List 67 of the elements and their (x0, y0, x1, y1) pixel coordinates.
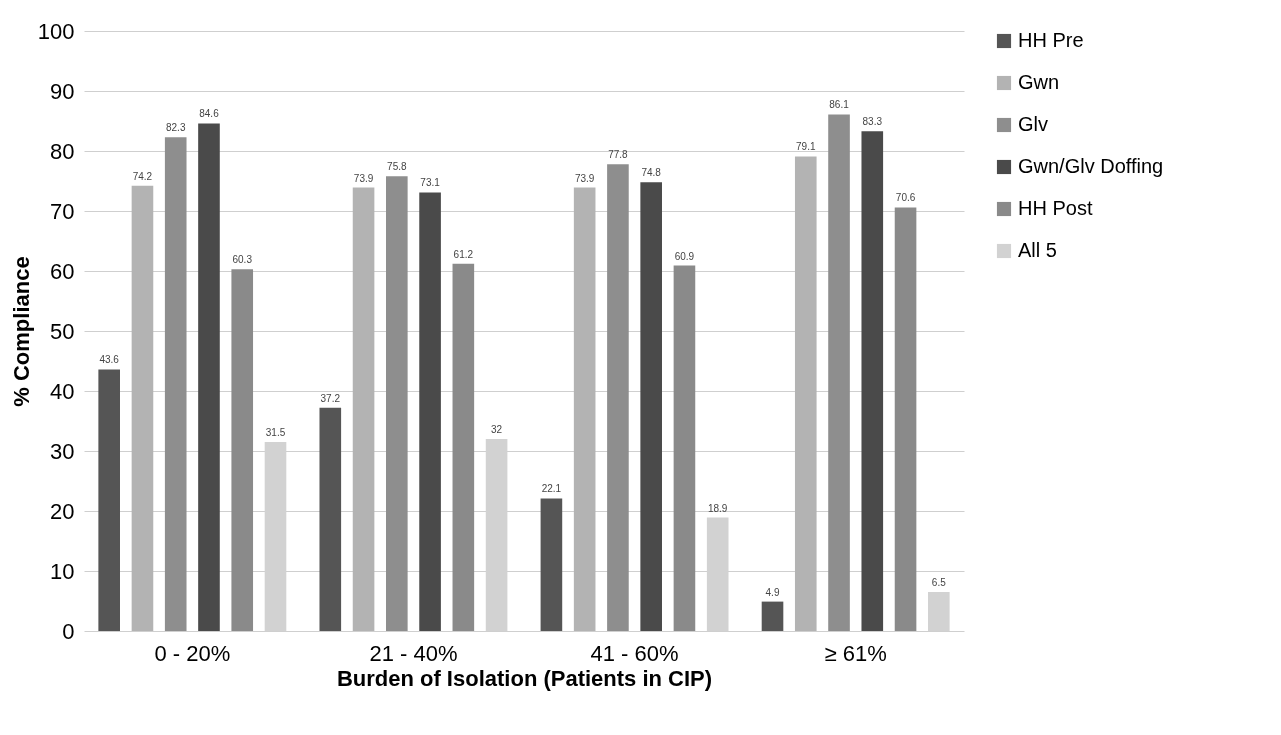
bar (607, 164, 629, 631)
legend-label: All 5 (1018, 239, 1057, 261)
y-tick-label: 90 (50, 78, 75, 104)
data-label: 18.9 (707, 502, 728, 514)
bar (673, 265, 696, 631)
y-tick-label: 60 (50, 258, 75, 284)
bar (640, 182, 662, 631)
data-label: 84.6 (199, 108, 220, 120)
data-label: 43.6 (99, 354, 120, 366)
data-label: 22.1 (541, 483, 562, 495)
y-tick-label: 100 (37, 18, 75, 44)
x-tick-label: 0 - 20% (154, 640, 231, 666)
y-tick-label: 0 (62, 618, 75, 644)
data-label: 74.8 (641, 167, 662, 179)
bar (419, 192, 441, 631)
x-tick-label: ≥ 61% (824, 640, 887, 666)
y-tick-label: 30 (50, 438, 75, 464)
data-label: 74.2 (132, 170, 153, 182)
bar (319, 407, 342, 631)
bar (761, 601, 784, 631)
bar (573, 187, 596, 631)
legend-label: Glv (1018, 113, 1048, 135)
bar (231, 269, 254, 631)
y-axis-title: % Compliance (8, 256, 34, 407)
bar (452, 263, 475, 631)
data-label: 60.3 (232, 254, 253, 266)
legend-label: HH Post (1018, 197, 1093, 219)
y-tick-label: 80 (50, 138, 75, 164)
bar (98, 369, 120, 631)
data-label: 82.3 (165, 122, 186, 134)
data-label: 31.5 (265, 427, 286, 438)
data-label: 37.2 (320, 392, 341, 404)
x-axis-title: Burden of Isolation (Patients in CIP) (336, 665, 713, 691)
bar (861, 131, 884, 631)
bar (164, 137, 187, 631)
bar (131, 185, 154, 631)
data-label: 4.9 (765, 586, 780, 598)
data-label: 6.5 (931, 577, 947, 588)
y-tick-label: 20 (50, 498, 75, 524)
bar (894, 207, 917, 631)
y-tick-label: 50 (50, 318, 75, 344)
data-label: 73.9 (574, 172, 595, 184)
data-label: 77.8 (608, 149, 629, 161)
legend-label: HH Pre (1018, 29, 1084, 51)
bar (540, 498, 563, 631)
bar (352, 187, 375, 631)
y-tick-label: 70 (50, 198, 75, 224)
bar (794, 156, 817, 631)
data-label: 61.2 (453, 248, 474, 260)
data-label: 75.8 (387, 161, 407, 173)
bar (828, 114, 850, 631)
data-label: 79.1 (796, 141, 816, 153)
data-label: 73.1 (420, 177, 441, 189)
legend-label: Gwn/Glv Doffing (1018, 155, 1164, 177)
x-tick-label: 41 - 60% (590, 640, 679, 666)
data-label: 70.6 (895, 192, 916, 204)
x-tick-label: 21 - 40% (369, 640, 458, 666)
data-label: 32 (491, 424, 503, 435)
data-label: 86.1 (829, 99, 850, 111)
data-label: 83.3 (862, 116, 883, 128)
bar (198, 123, 220, 631)
data-label: 60.9 (674, 250, 695, 262)
y-tick-label: 40 (50, 378, 75, 404)
data-label: 73.9 (353, 172, 374, 184)
legend-label: Gwn (1018, 71, 1060, 93)
y-tick-label: 10 (50, 558, 75, 584)
bar (386, 176, 408, 631)
